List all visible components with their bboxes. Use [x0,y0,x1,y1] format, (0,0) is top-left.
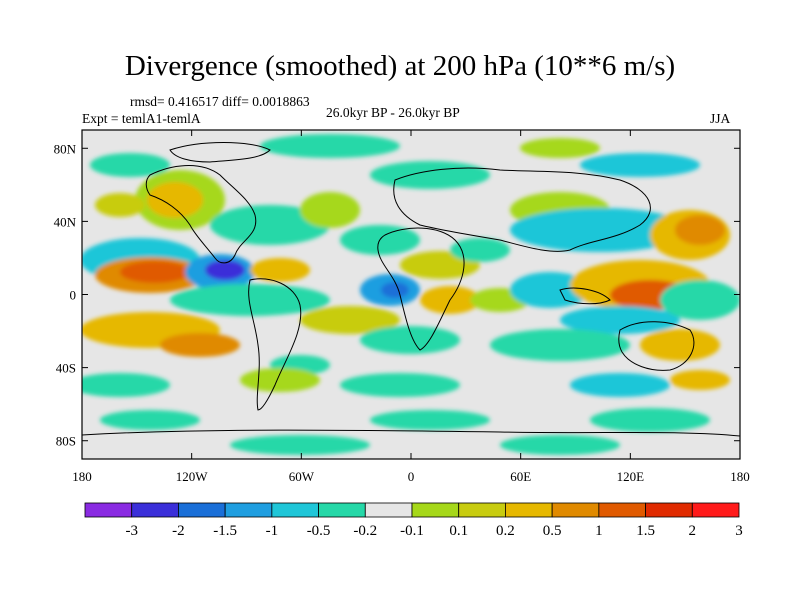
lon-label: 120E [617,469,645,484]
colorbar-swatch [551,502,600,518]
colorbar-swatch [318,502,366,518]
colorbar-label: -3 [125,523,138,539]
lat-label: 80N [54,141,77,156]
colorbar-label: 2 [689,523,697,539]
colorbar-label: -1 [266,523,279,539]
lat-label: 0 [70,288,77,303]
map-title: Divergence (smoothed) at 200 hPa (10**6 … [124,50,676,82]
experiment-label: Expt = temlA1-temlA [82,111,201,126]
colorbar-label: 0.5 [543,523,562,539]
colorbar-label: -0.5 [307,523,331,539]
colorbar-label: 1.5 [636,523,655,539]
colorbar-swatch [598,502,646,518]
colorbar-label: 0.1 [449,523,468,539]
lon-label: 60E [510,469,531,484]
colorbar-swatch [271,502,319,518]
colorbar-label: -1.5 [213,523,237,539]
coastlines [82,142,740,437]
period-label: 26.0kyr BP - 26.0kyr BP [326,105,460,120]
colorbar-swatch [131,502,179,518]
lat-label: 40N [54,214,77,229]
lat-label: 40S [56,361,76,376]
axis-labels: 180 120W 60W 0 60E 120E 180 80N 40N 0 40S 80S [54,141,750,484]
colorbar-swatch [411,502,460,518]
colorbar-swatch [178,502,226,518]
colorbar-label: 3 [735,523,743,539]
lon-label: 180 [730,469,750,484]
colorbar-swatch [224,502,273,518]
colorbar-swatch [645,502,693,518]
lon-label: 60W [289,469,315,484]
rmsd-diff-text: rmsd= 0.416517 diff= 0.0018863 [130,94,310,109]
lon-label: 0 [408,469,415,484]
colorbar-label: 0.2 [496,523,515,539]
colorbar-swatch [505,502,553,518]
colorbar: -3 -2 -1.5 -1 -0.5 -0.2 -0.1 0.1 0.2 0.5 1 1.5 2 3 [84,502,743,539]
lon-label: 180 [72,469,92,484]
colorbar-label: 1 [595,523,603,539]
colorbar-label: -0.1 [400,523,424,539]
colorbar-label: -2 [172,523,185,539]
lat-label: 80S [56,434,76,449]
divergence-blobs [82,134,740,455]
colorbar-label: -0.2 [353,523,377,539]
colorbar-swatch [84,502,133,518]
axis-ticks [81,130,741,459]
lon-label: 120W [176,469,209,484]
map-field [82,130,740,459]
colorbar-swatch [458,502,506,518]
season-label: JJA [710,111,731,126]
colorbar-swatch [364,502,413,518]
colorbar-swatch [691,502,740,518]
